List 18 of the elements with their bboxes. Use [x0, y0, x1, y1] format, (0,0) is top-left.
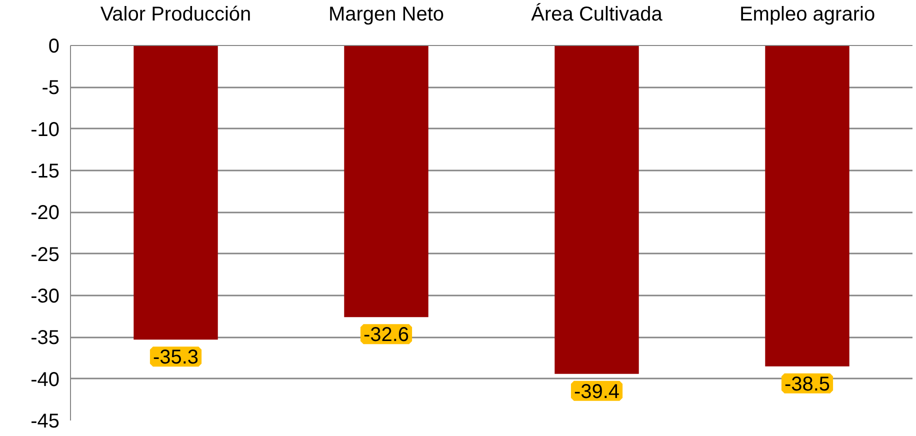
data-label: -39.4 — [574, 380, 620, 403]
y-tick-label: -40 — [30, 368, 60, 391]
data-label: -32.6 — [363, 324, 410, 346]
y-tick-label: -45 — [30, 410, 60, 432]
x-tick-label: Área Cultivada — [531, 2, 664, 26]
y-tick-label: -35 — [30, 327, 60, 350]
x-tick-label: Valor Producción — [100, 4, 252, 26]
y-tick-label: -20 — [30, 202, 60, 224]
y-tick-label: -10 — [30, 118, 60, 141]
y-tick-label: -30 — [30, 286, 60, 308]
data-label: -38.5 — [784, 373, 830, 396]
x-tick-label: Empleo agrario — [739, 4, 876, 26]
y-tick-label: -25 — [30, 244, 60, 266]
x-tick-label: Margen Neto — [328, 4, 444, 26]
y-tick-label: -5 — [42, 77, 60, 100]
data-label: -35.3 — [152, 346, 199, 369]
y-tick-label: -15 — [30, 160, 60, 182]
y-tick-label: 0 — [48, 36, 60, 58]
